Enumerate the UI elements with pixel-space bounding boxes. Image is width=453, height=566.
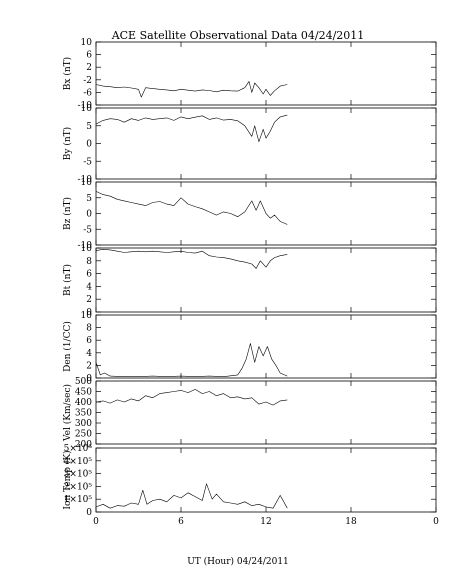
y-tick-label: 8 — [86, 324, 92, 334]
x-axis-label: UT (Hour) 04/24/2011 — [187, 556, 289, 566]
y-axis-label: Vel (Km/sec) — [62, 384, 73, 442]
y-tick-label: 4 — [86, 349, 92, 359]
y-tick-label: -10 — [78, 175, 93, 185]
panel-bx: 10 6 2 -2 -6 -10 Bx (nT) — [62, 38, 437, 111]
x-tick-label: 0 — [433, 517, 439, 527]
y-tick-label: -10 — [78, 101, 93, 111]
y-tick-label: 0 — [86, 308, 92, 318]
y-tick-label: 2 — [86, 63, 92, 73]
y-tick-label: 250 — [75, 430, 92, 440]
panel-frame — [95, 314, 437, 379]
y-tick-label: -5 — [83, 225, 92, 235]
panel-frame — [95, 447, 437, 513]
y-tick-label: 300 — [75, 419, 92, 429]
panel-frame — [95, 247, 437, 313]
y-tick-label: 0 — [86, 140, 92, 150]
y-tick-label: 0 — [86, 374, 92, 384]
x-tick-label: 6 — [178, 517, 184, 527]
y-tick-label: 8 — [86, 257, 92, 267]
y-axis-label: Bz (nT) — [62, 197, 73, 230]
y-tick-label: 4×10⁵ — [64, 457, 93, 467]
panel-frame — [95, 41, 437, 106]
series-line-temp — [95, 483, 288, 509]
y-tick-label: 6 — [86, 336, 92, 346]
y-axis-label: Den (1/CC) — [62, 321, 73, 372]
series-line-bz — [95, 191, 288, 225]
y-axis-label: Bx (nT) — [62, 57, 73, 90]
series-line-den — [95, 343, 288, 378]
panel-bz: 10 5 0 -5 -10 Bz (nT) — [62, 178, 437, 251]
series-line-bt — [95, 249, 288, 269]
y-tick-label: 2 — [86, 295, 92, 305]
y-tick-label: 4 — [86, 282, 92, 292]
y-tick-label: 6 — [86, 51, 92, 61]
y-tick-label: 10 — [81, 104, 93, 114]
y-tick-label: 5 — [86, 122, 92, 132]
y-tick-label: 2×10⁵ — [64, 482, 93, 492]
panel-den: 10 8 6 4 2 0 Den (1/CC) — [62, 311, 437, 384]
y-tick-label: -10 — [78, 241, 93, 251]
x-tick-label: 0 — [93, 517, 99, 527]
x-tick-label: 18 — [345, 517, 357, 527]
y-tick-label: 10 — [81, 38, 93, 48]
y-tick-label: 1×10⁵ — [64, 495, 93, 505]
panel-by: 10 5 0 -5 -10 By (nT) — [62, 104, 437, 185]
panel-frame — [95, 107, 437, 180]
y-tick-label: 200 — [75, 440, 92, 450]
y-tick-label: -6 — [83, 88, 92, 98]
y-tick-label: 0 — [86, 508, 92, 518]
series-line-vel — [95, 389, 288, 406]
y-tick-label: 5×10⁵ — [64, 444, 93, 454]
series-line-by — [95, 114, 288, 142]
panel-bt: 10 8 6 4 2 0 Bt (nT) — [62, 244, 437, 318]
chart-panels: 10 6 2 -2 -6 -10 Bx (nT) 10 5 0 -5 -10 By (nT) 10 5 0 -5… — [62, 38, 439, 527]
y-tick-label: 10 — [81, 244, 93, 254]
y-tick-label: 3×10⁵ — [64, 470, 93, 480]
y-axis-label: Ion Temp (K) — [62, 450, 73, 509]
y-tick-label: 6 — [86, 270, 92, 280]
y-axis-label: By (nT) — [62, 127, 73, 160]
panel-frame — [95, 380, 437, 445]
y-tick-label: 400 — [75, 398, 92, 408]
y-tick-label: 10 — [81, 311, 93, 321]
y-tick-label: 5 — [86, 194, 92, 204]
y-tick-label: 350 — [75, 409, 92, 419]
y-tick-label: 10 — [81, 178, 93, 188]
panel-temp: 5×10⁵ 4×10⁵ 3×10⁵ 2×10⁵ 1×10⁵ 0 Ion Temp (K) — [62, 444, 437, 518]
series-line-bx — [95, 81, 288, 98]
y-tick-label: 2 — [86, 361, 92, 371]
y-tick-label: 450 — [75, 388, 92, 398]
x-tick-label: 12 — [260, 517, 271, 527]
y-tick-label: -5 — [83, 157, 92, 167]
y-axis-label: Bt (nT) — [62, 264, 73, 296]
chart-title: ACE Satellite Observational Data 04/24/2… — [111, 29, 365, 42]
y-tick-label: 0 — [86, 210, 92, 220]
y-tick-label: 500 — [75, 377, 92, 387]
y-tick-label: -2 — [83, 76, 92, 86]
